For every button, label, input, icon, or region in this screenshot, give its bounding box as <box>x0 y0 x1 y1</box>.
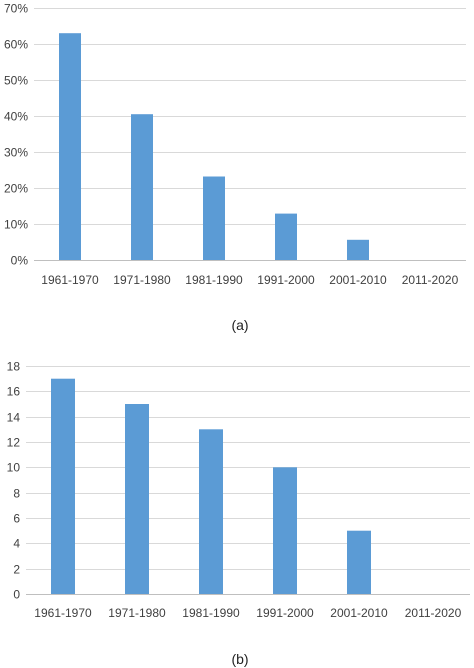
bar-2001-2010 <box>347 239 369 260</box>
y-tick-label: 40% <box>4 110 28 124</box>
y-tick-label: 0 <box>13 588 20 602</box>
y-tick-label: 8 <box>13 487 20 501</box>
y-tick-label: 60% <box>4 38 28 52</box>
bar-1981-1990 <box>199 429 223 594</box>
chart-a: 0% 10% 20% 30% 40% 50% 60% 70% 1961-1970 1971-198… <box>4 2 466 287</box>
x-tick-label: 2011-2020 <box>405 606 462 620</box>
x-tick-label: 1991-2000 <box>257 273 315 287</box>
bar-1981-1990 <box>203 176 225 260</box>
y-tick-label: 20% <box>4 182 28 196</box>
y-tick-label: 70% <box>4 2 28 16</box>
x-tick-label: 1971-1980 <box>113 273 171 287</box>
x-tick-label: 2011-2020 <box>402 273 459 287</box>
bar-1961-1970 <box>51 378 75 594</box>
y-tick-label: 16 <box>7 385 21 399</box>
x-tick-label: 1971-1980 <box>108 606 166 620</box>
bar-1971-1980 <box>125 404 149 594</box>
y-tick-label: 10 <box>7 461 21 475</box>
y-tick-label: 0% <box>11 254 29 268</box>
x-tick-label: 1961-1970 <box>34 606 92 620</box>
bar-1961-1970 <box>59 33 81 261</box>
y-tick-label: 14 <box>7 411 21 425</box>
x-tick-label: 1991-2000 <box>256 606 314 620</box>
chart-b: 0 2 4 6 8 10 12 14 16 18 1961-1970 1971-1980 1981-19… <box>7 360 470 620</box>
x-tick-label: 2001-2010 <box>330 606 388 620</box>
x-tick-label: 1961-1970 <box>41 273 99 287</box>
caption-a: (a) <box>231 317 248 333</box>
y-tick-label: 30% <box>4 146 28 160</box>
y-tick-label: 18 <box>7 360 21 374</box>
y-tick-label: 2 <box>13 563 20 577</box>
y-tick-label: 10% <box>4 218 28 232</box>
x-tick-label: 1981-1990 <box>185 273 243 287</box>
y-tick-label: 6 <box>13 512 20 526</box>
y-tick-label: 12 <box>7 436 21 450</box>
bar-1991-2000 <box>273 467 297 594</box>
y-tick-label: 50% <box>4 74 28 88</box>
y-tick-label: 4 <box>13 537 20 551</box>
x-tick-label: 2001-2010 <box>329 273 387 287</box>
bar-1991-2000 <box>275 213 297 260</box>
bar-1971-1980 <box>131 114 153 260</box>
x-tick-label: 1981-1990 <box>182 606 240 620</box>
bar-2001-2010 <box>347 530 371 594</box>
caption-b: (b) <box>231 651 248 667</box>
